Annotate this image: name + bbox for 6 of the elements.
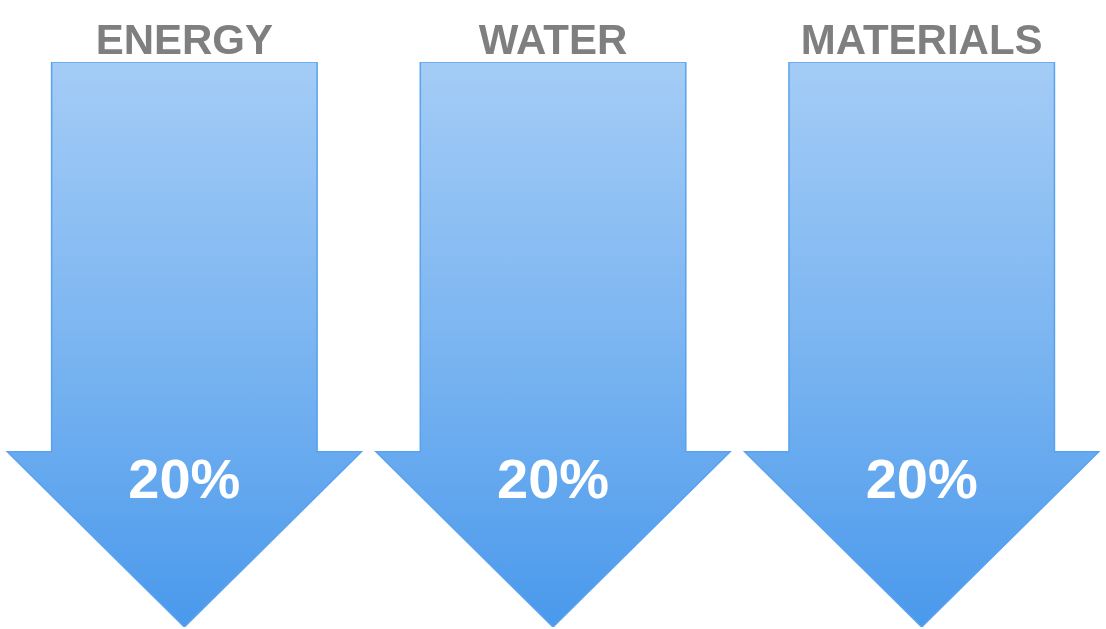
category-label: WATER (478, 16, 628, 63)
category-label: ENERGY (95, 16, 274, 63)
category-label: MATERIALS (800, 16, 1043, 63)
data-label: 20% (865, 446, 978, 510)
data-label: 20% (128, 446, 241, 510)
data-label: 20% (496, 446, 610, 510)
